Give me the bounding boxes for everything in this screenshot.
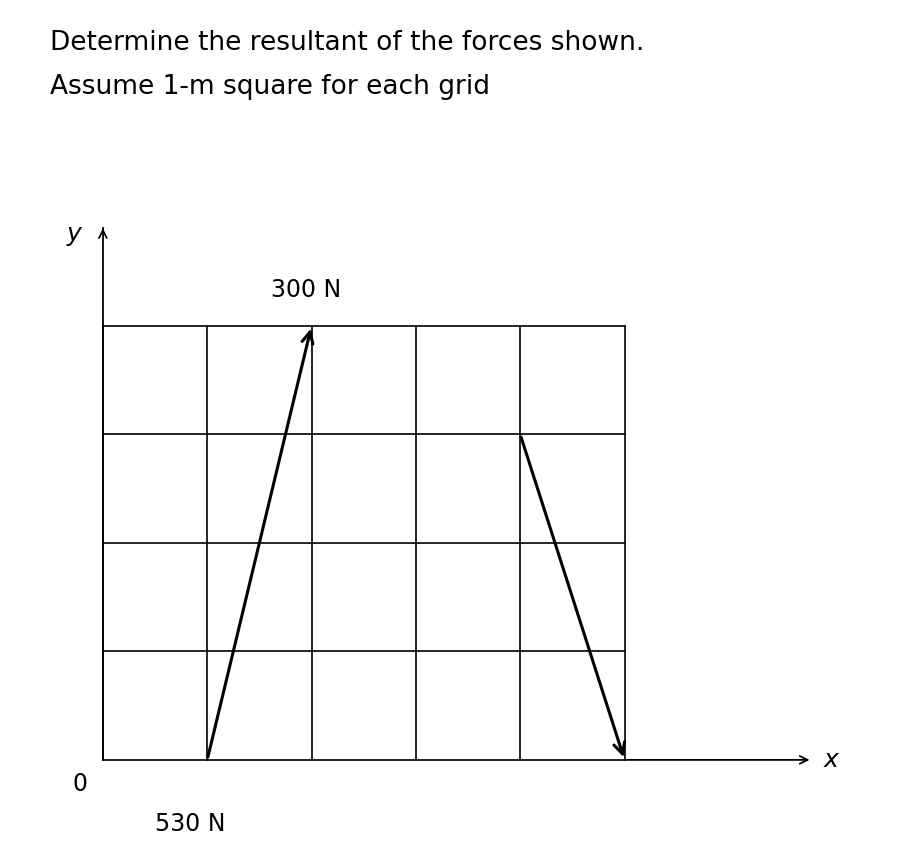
Text: x: x [824,748,838,772]
Text: Assume 1-m square for each grid: Assume 1-m square for each grid [50,74,490,99]
Text: Determine the resultant of the forces shown.: Determine the resultant of the forces sh… [50,30,644,56]
Text: 300 N: 300 N [271,278,341,302]
Text: 0: 0 [73,772,87,796]
Text: 530 N: 530 N [155,812,226,836]
Text: y: y [66,221,81,246]
